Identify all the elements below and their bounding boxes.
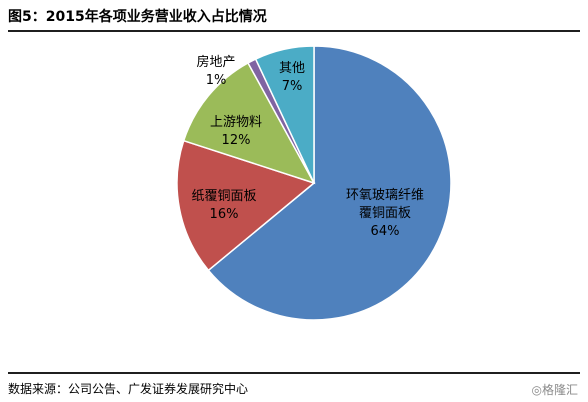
slice-label-1: 环氧玻璃纤维覆铜面板 64% xyxy=(346,188,424,239)
slice-label-5: 其他 7% xyxy=(279,61,305,94)
top-divider xyxy=(8,30,580,32)
slice-label-4: 房地产 1% xyxy=(196,54,235,88)
slice-value-label: 7% xyxy=(282,79,303,94)
watermark-text: 格隆汇 xyxy=(541,383,578,397)
slice-label-text: 覆铜面板 xyxy=(359,206,411,221)
watermark: ◎格隆汇 xyxy=(532,381,579,398)
pie-slice-2 xyxy=(176,139,316,272)
slice-value-label: 12% xyxy=(222,133,251,148)
pie-slice-5 xyxy=(254,45,315,184)
slice-value-label: 1% xyxy=(206,73,227,88)
pie-slice-3 xyxy=(182,61,316,185)
watermark-icon: ◎ xyxy=(531,383,542,397)
slice-label-text: 其他 xyxy=(279,61,305,76)
slice-value-label: 16% xyxy=(210,207,239,222)
slice-label-text: 环氧玻璃纤维 xyxy=(346,188,424,203)
chart-title: 图5：2015年各项业务营业收入占比情况 xyxy=(8,9,267,25)
slice-label-text: 房地产 xyxy=(196,54,235,70)
pie-slice-1 xyxy=(207,45,452,321)
slice-label-text: 上游物料 xyxy=(210,115,262,130)
bottom-divider xyxy=(8,372,580,374)
slice-value-label: 64% xyxy=(371,224,400,239)
slice-label-2: 纸覆铜面板 16% xyxy=(191,189,256,222)
data-source: 数据来源：公司公告、广发证券发展研究中心 xyxy=(8,382,249,396)
slice-label-3: 上游物料 12% xyxy=(210,115,262,148)
slice-label-text: 纸覆铜面板 xyxy=(191,189,256,204)
